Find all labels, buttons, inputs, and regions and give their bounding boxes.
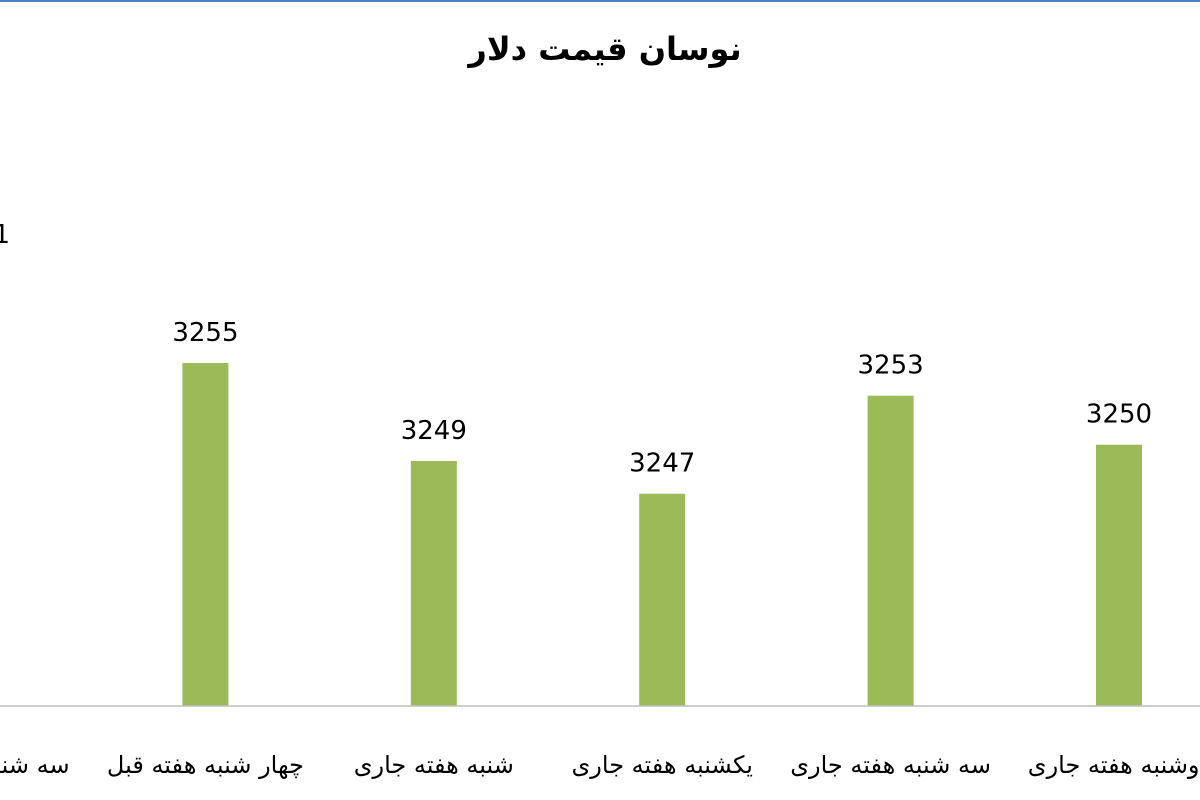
x-tick-label-1: چهار شنبه هفته قبل [107, 751, 304, 779]
bar-4 [867, 395, 914, 706]
x-axis-tick-labels: سه شنبه هفته قبل چهار شنبه هفته قبل شنبه ه… [0, 751, 1200, 779]
data-label-1: 3255 [172, 318, 238, 348]
bar-1 [182, 363, 229, 706]
bars-layer [182, 363, 1142, 706]
data-labels-layer: 3261 3255 3249 3247 3253 3250 [0, 220, 1152, 479]
x-tick-label-4: سه شنبه هفته جاری [790, 751, 991, 779]
x-tick-label-5: دوشنبه هفته جاری [1028, 751, 1200, 779]
data-label-4: 3253 [858, 351, 924, 381]
data-label-5: 3250 [1086, 400, 1152, 430]
data-label-0: 3261 [0, 220, 10, 250]
x-tick-label-0: سه شنبه هفته قبل [0, 751, 70, 779]
data-label-2: 3249 [401, 416, 467, 446]
x-tick-label-3: یکشنبه هفته جاری [572, 751, 753, 779]
x-tick-label-2: شنبه هفته جاری [354, 751, 514, 779]
data-label-3: 3247 [629, 449, 695, 479]
chart-title: نوسان قیمت دلار [466, 30, 741, 68]
bar-2 [410, 461, 457, 706]
bar-3 [639, 493, 686, 706]
bar-5 [1096, 444, 1142, 706]
